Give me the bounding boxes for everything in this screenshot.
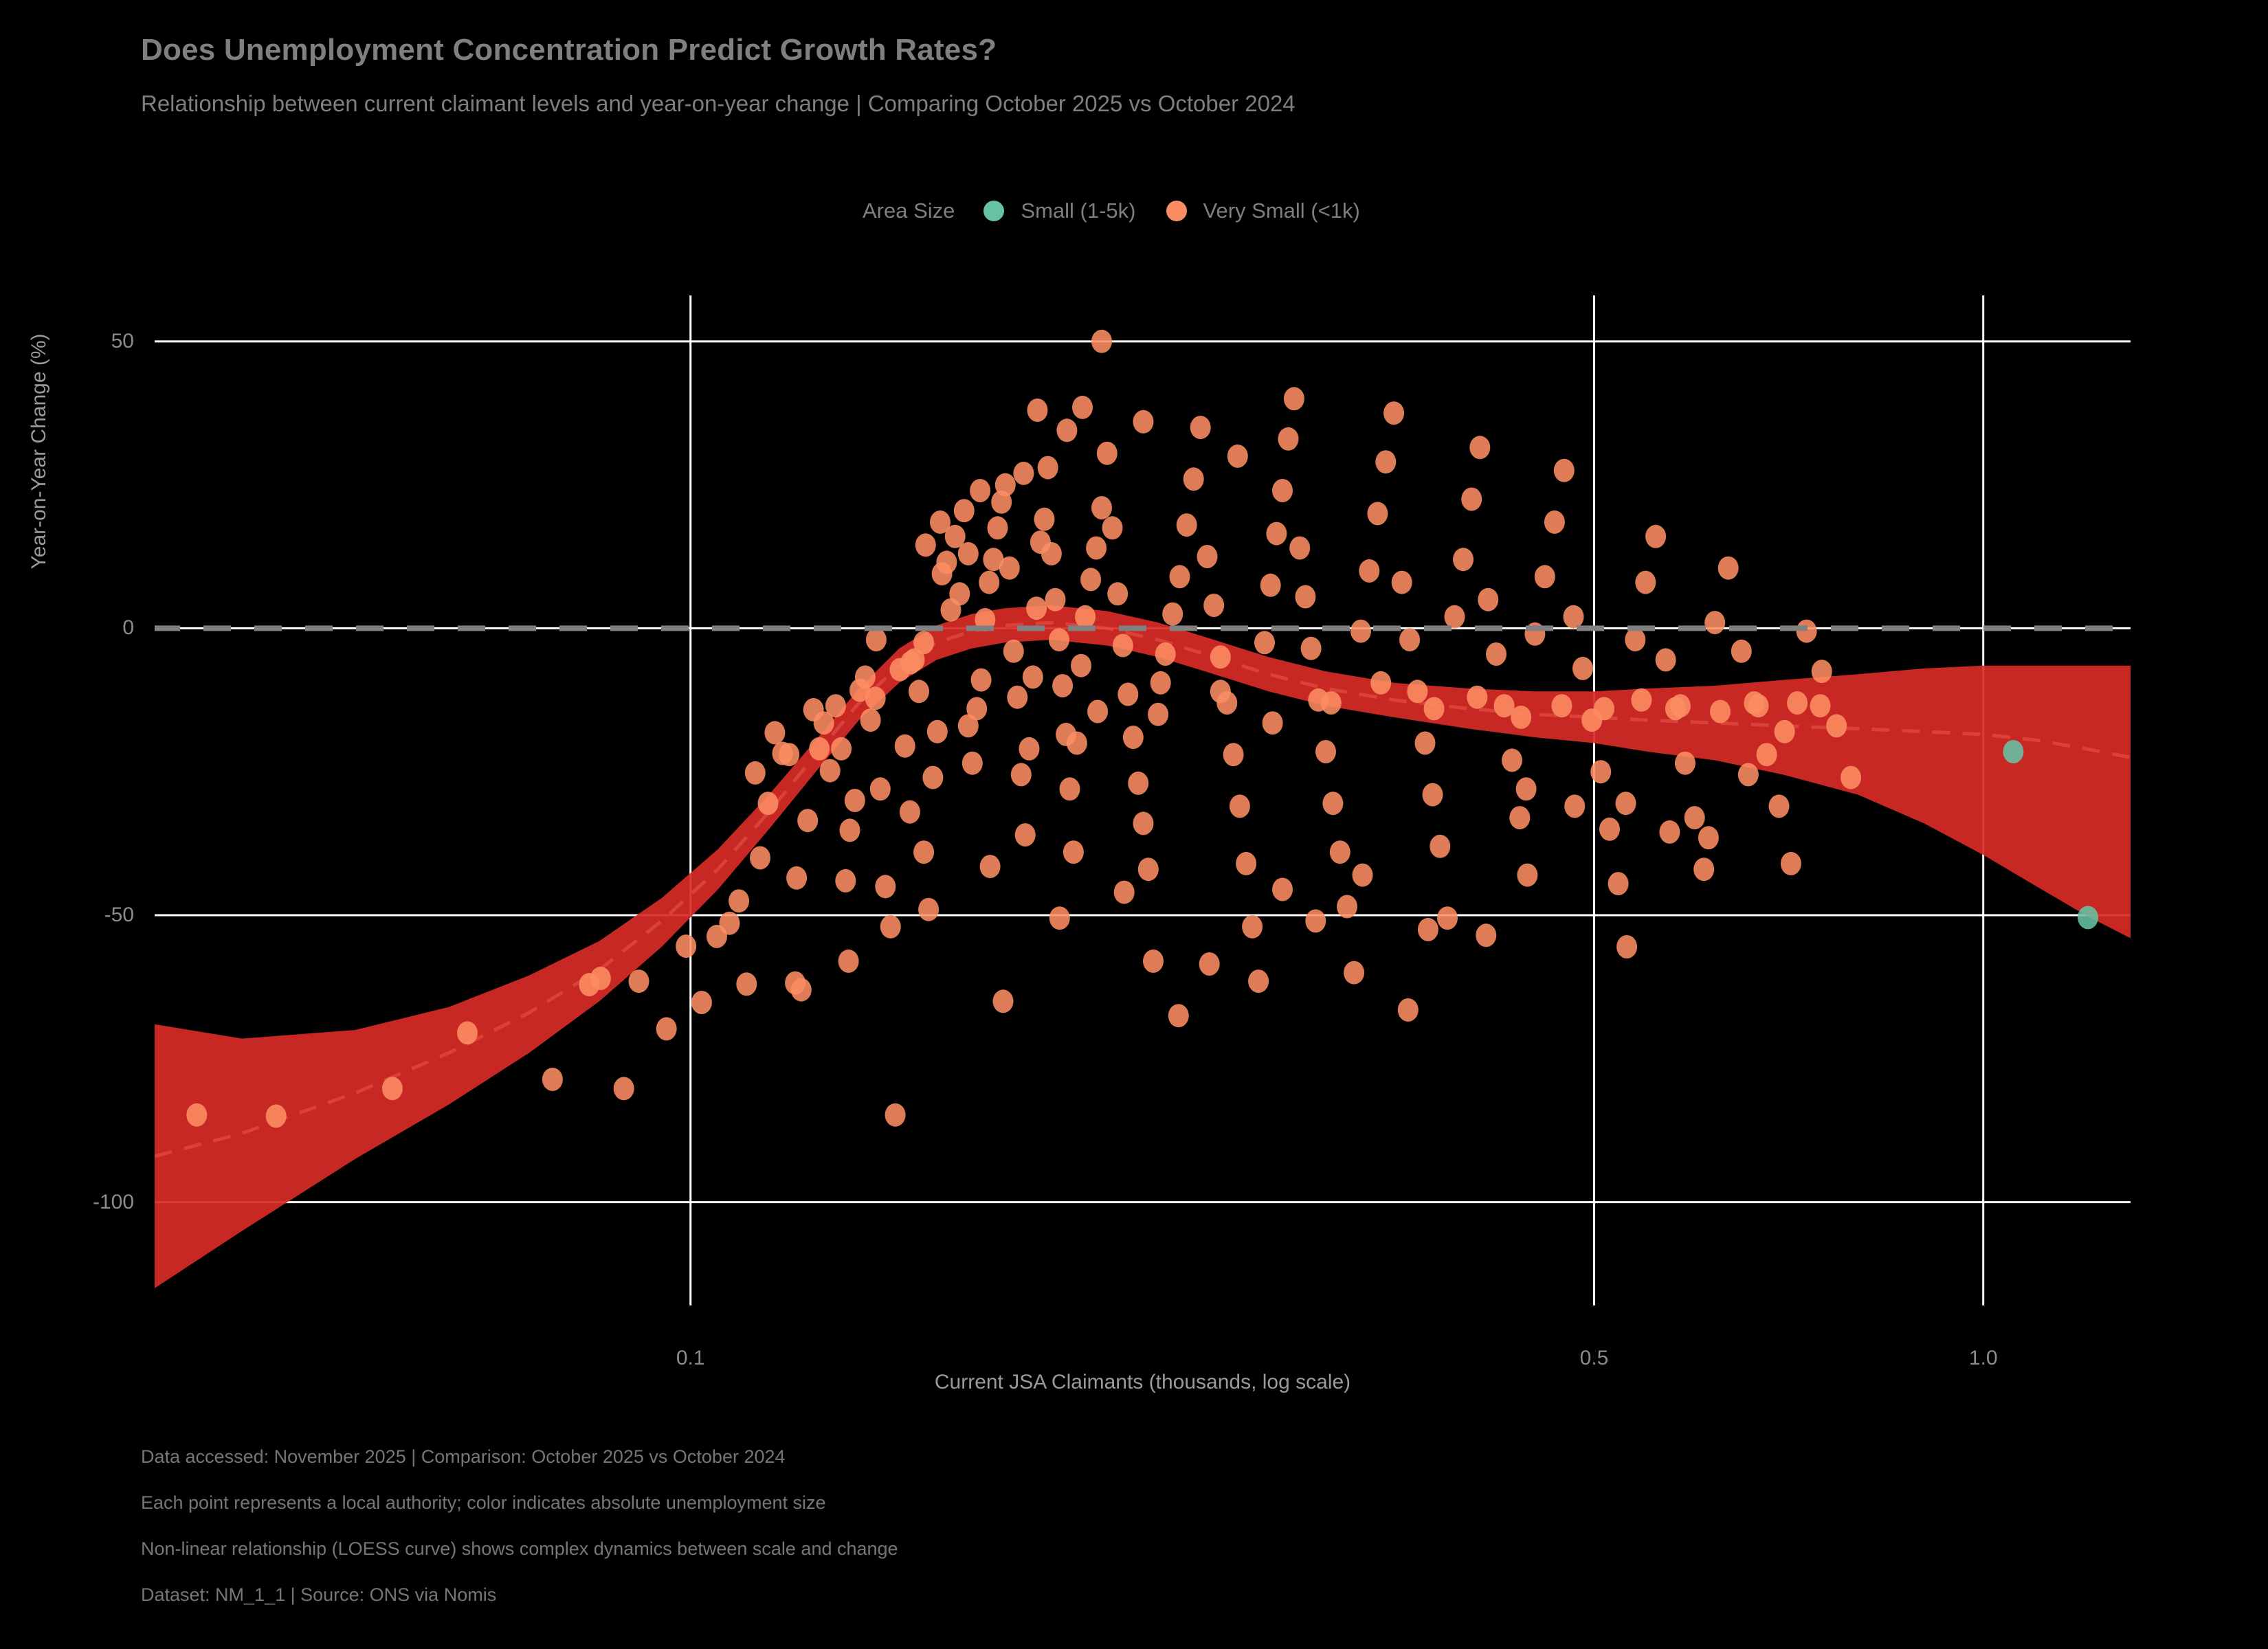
y-tick-label: 0 bbox=[122, 616, 134, 640]
legend-label-small: Small (1-5k) bbox=[1021, 199, 1136, 223]
x-tick-label: 0.5 bbox=[1579, 1347, 1609, 1369]
legend-label-very-small: Very Small (<1k) bbox=[1203, 199, 1360, 223]
page-subtitle: Relationship between current claimant le… bbox=[141, 91, 1296, 116]
legend: Area Size Small (1-5k) Very Small (<1k) bbox=[863, 196, 1390, 226]
loess-fit-line bbox=[155, 620, 2131, 1158]
x-tick-label: 1.0 bbox=[1968, 1347, 1998, 1369]
legend-item-small[interactable]: Small (1-5k) bbox=[983, 199, 1136, 223]
y-axis-label: Year-on-Year Change (%) bbox=[27, 333, 50, 570]
x-axis-label: Current JSA Claimants (thousands, log sc… bbox=[934, 1371, 1351, 1393]
legend-item-very-small[interactable]: Very Small (<1k) bbox=[1166, 199, 1360, 223]
plot-svg bbox=[155, 295, 2131, 1305]
footer-line-3: Non-linear relationship (LOESS curve) sh… bbox=[141, 1538, 898, 1559]
y-tick-label: -100 bbox=[92, 1190, 134, 1213]
footer-line-4: Dataset: NM_1_1 | Source: ONS via Nomis bbox=[141, 1584, 497, 1605]
footer-line-1: Data accessed: November 2025 | Compariso… bbox=[141, 1446, 786, 1467]
y-tick-label: -50 bbox=[104, 904, 134, 927]
x-tick-label: 0.1 bbox=[676, 1347, 705, 1369]
plot-area: 50 0 -50 -100 0.1 0.5 1.0 bbox=[93, 295, 2131, 1369]
page-title: Does Unemployment Concentration Predict … bbox=[141, 33, 997, 67]
loess-confidence-band bbox=[155, 605, 2131, 1288]
legend-dot-small-icon bbox=[983, 201, 1005, 221]
y-tick-label: 50 bbox=[111, 329, 134, 352]
gridlines bbox=[155, 295, 2131, 1305]
footer-line-2: Each point represents a local authority;… bbox=[141, 1492, 826, 1513]
legend-dot-very-small-icon bbox=[1166, 201, 1187, 221]
scatter-points bbox=[186, 329, 2098, 1128]
legend-title: Area Size bbox=[863, 199, 955, 223]
